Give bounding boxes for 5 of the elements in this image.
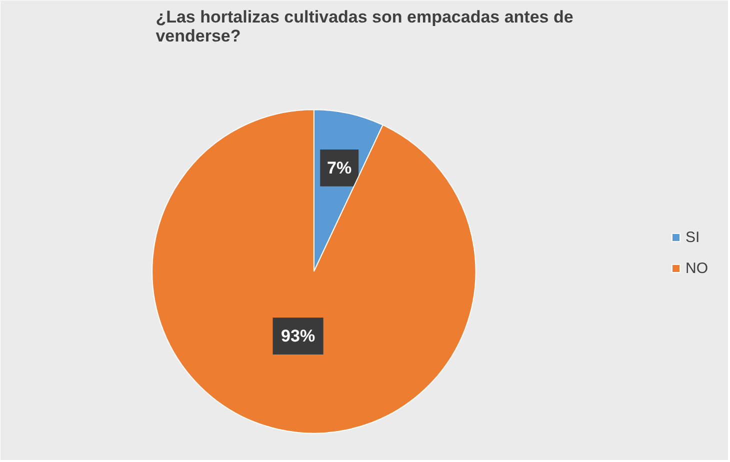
chart-title: ¿Las hortalizas cultivadas son empacadas antes de venderse? bbox=[156, 8, 574, 46]
legend-label: SI bbox=[686, 228, 701, 246]
data-label: 7% bbox=[327, 158, 352, 178]
data-label: 93% bbox=[281, 326, 316, 346]
legend-label: NO bbox=[686, 260, 708, 276]
